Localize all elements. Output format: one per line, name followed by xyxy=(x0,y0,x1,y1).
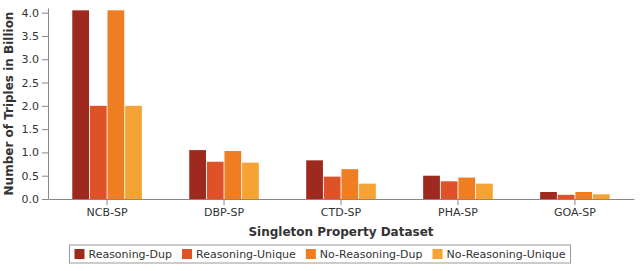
y-tick-label: 1.0 xyxy=(22,146,40,159)
legend-item: Reasoning-Dup xyxy=(74,248,172,261)
legend-label: Reasoning-Unique xyxy=(196,248,296,261)
y-axis: 0.0 0.5 1.0 1.5 2.0 2.5 3.0 3.5 4.0 xyxy=(22,7,49,206)
y-tick: 4.0 xyxy=(22,7,49,20)
bar xyxy=(423,176,440,199)
bars xyxy=(72,10,609,199)
legend-box xyxy=(69,245,570,263)
bar xyxy=(575,192,592,199)
y-tick: 2.0 xyxy=(22,100,49,113)
y-tick-mark xyxy=(42,59,48,60)
x-tick-mark xyxy=(107,199,108,205)
y-tick: 3.5 xyxy=(22,30,49,43)
y-tick-label: 3.0 xyxy=(22,53,40,66)
y-tick-label: 1.5 xyxy=(22,123,40,136)
x-tick-label: PHA-SP xyxy=(438,206,478,219)
x-tick-mark xyxy=(341,199,342,205)
y-tick-mark xyxy=(42,152,48,153)
legend-swatch xyxy=(433,249,443,259)
x-tick-label: DBP-SP xyxy=(204,206,244,219)
legend-swatch xyxy=(182,249,192,259)
y-tick-label: 2.5 xyxy=(22,77,40,90)
y-tick-label: 3.5 xyxy=(22,30,40,43)
bar xyxy=(441,181,458,199)
y-tick-mark xyxy=(42,176,48,177)
legend-label: No-Reasoning-Dup xyxy=(320,248,423,261)
legend-label: No-Reasoning-Unique xyxy=(447,248,566,261)
y-tick: 0.0 xyxy=(22,193,49,206)
y-tick-mark xyxy=(42,36,48,37)
bar xyxy=(476,184,493,199)
y-tick: 1.0 xyxy=(22,146,49,159)
y-tick: 3.0 xyxy=(22,53,49,66)
y-tick: 2.5 xyxy=(22,77,49,90)
x-tick: PHA-SP xyxy=(438,199,478,219)
plot: 0.0 0.5 1.0 1.5 2.0 2.5 3.0 3.5 4.0 NCB-SP DBP-SP C… xyxy=(22,7,635,219)
x-tick: DBP-SP xyxy=(204,199,244,219)
bar xyxy=(341,169,358,199)
y-axis-title: Number of Triples in Billion xyxy=(2,12,16,196)
x-tick: GOA-SP xyxy=(554,199,596,219)
y-tick-label: 0.5 xyxy=(22,170,40,183)
bar xyxy=(540,192,557,199)
y-tick-label: 4.0 xyxy=(22,7,40,20)
bar xyxy=(324,177,341,199)
y-tick-mark xyxy=(42,13,48,14)
bar xyxy=(90,106,107,199)
y-tick-mark xyxy=(42,83,48,84)
bar xyxy=(306,160,323,199)
bar xyxy=(458,178,475,199)
x-axis: NCB-SP DBP-SP CTD-SP PHA-SP GOA-SP xyxy=(49,199,635,219)
bar xyxy=(207,162,224,199)
y-tick: 0.5 xyxy=(22,170,49,183)
legend-swatch xyxy=(74,249,84,259)
bar xyxy=(224,151,241,199)
x-tick-label: CTD-SP xyxy=(321,206,362,219)
x-tick-mark xyxy=(574,199,575,205)
x-tick-mark xyxy=(457,199,458,205)
y-tick-mark xyxy=(42,129,48,130)
bar xyxy=(125,106,142,199)
x-tick-label: GOA-SP xyxy=(554,206,596,219)
y-tick-mark xyxy=(42,106,48,107)
y-tick-mark xyxy=(42,199,48,200)
bar xyxy=(593,194,610,199)
legend-swatch xyxy=(306,249,316,259)
legend-item: Reasoning-Unique xyxy=(182,248,296,261)
chart: 0.0 0.5 1.0 1.5 2.0 2.5 3.0 3.5 4.0 NCB-SP DBP-SP C… xyxy=(0,0,640,271)
legend-label: Reasoning-Dup xyxy=(88,248,172,261)
bar xyxy=(108,10,125,199)
bar xyxy=(359,184,376,199)
x-tick: NCB-SP xyxy=(87,199,128,219)
legend: Reasoning-Dup Reasoning-Unique No-Reasonin… xyxy=(69,245,570,263)
x-axis-title: Singleton Property Dataset xyxy=(248,225,433,239)
y-tick-label: 0.0 xyxy=(22,193,40,206)
y-tick: 1.5 xyxy=(22,123,49,136)
bar xyxy=(242,163,259,199)
bar xyxy=(189,150,206,199)
y-tick-label: 2.0 xyxy=(22,100,40,113)
bar xyxy=(558,195,575,199)
x-tick-label: NCB-SP xyxy=(87,206,128,219)
x-tick-mark xyxy=(224,199,225,205)
x-tick: CTD-SP xyxy=(321,199,362,219)
legend-item: No-Reasoning-Dup xyxy=(306,248,423,261)
bar xyxy=(72,10,89,199)
y-axis-line xyxy=(48,9,49,200)
legend-item: No-Reasoning-Unique xyxy=(433,248,566,261)
